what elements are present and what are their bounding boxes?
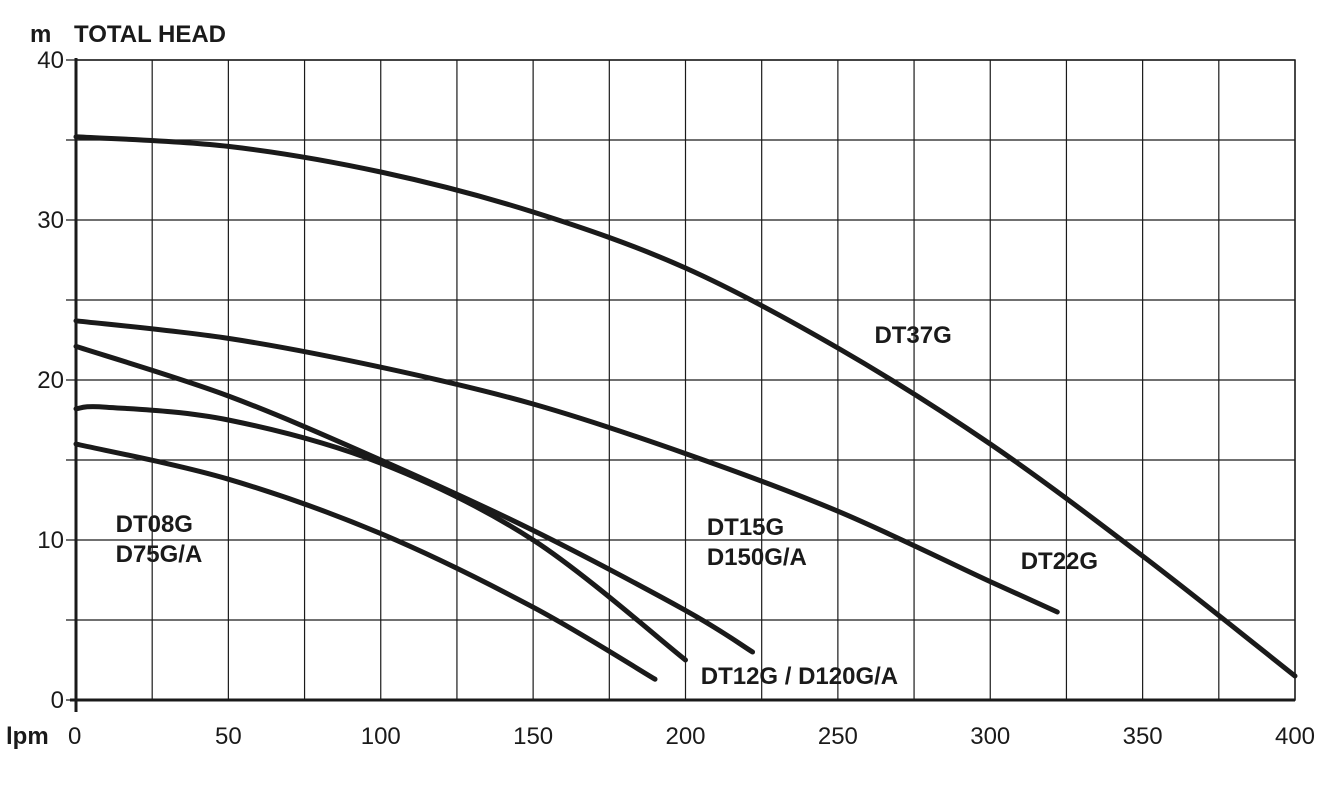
curve-dt37g — [73, 134, 1298, 679]
x-unit-label: lpm — [6, 723, 49, 750]
x-tick-label: 0 — [68, 723, 81, 750]
curve-dt15g — [73, 343, 756, 655]
curve-dt08g — [73, 441, 658, 682]
y-tick-label: 20 — [37, 367, 64, 394]
series-label: DT08G — [116, 511, 193, 538]
curve-dt12g — [73, 404, 688, 663]
curves-layer — [73, 134, 1298, 682]
y-tick-label: 40 — [37, 47, 64, 74]
series-label: DT37G — [874, 322, 951, 349]
x-tick-label: 300 — [970, 723, 1010, 750]
series-label: DT22G — [1021, 548, 1098, 575]
curve-dt22g — [73, 318, 1060, 615]
y-unit-label: m — [30, 21, 51, 48]
series-label: DT12G / D120G/A — [701, 663, 898, 690]
x-tick-label: 150 — [513, 723, 553, 750]
y-tick-label: 30 — [37, 207, 64, 234]
x-tick-label: 250 — [818, 723, 858, 750]
series-label: D75G/A — [116, 541, 203, 568]
chart-title: TOTAL HEAD — [74, 21, 226, 48]
x-tick-label: 50 — [215, 723, 242, 750]
y-tick-label: 10 — [37, 527, 64, 554]
x-tick-label: 100 — [361, 723, 401, 750]
labels-layer: DT37G DT22G DT15G D150G/A DT12G / D120G/A DT0… — [116, 322, 1098, 690]
x-tick-label: 200 — [665, 723, 705, 750]
series-label: DT15G — [707, 514, 784, 541]
x-tick-label: 350 — [1123, 723, 1163, 750]
grid-layer — [66, 59, 1296, 701]
y-tick-label: 0 — [51, 687, 64, 714]
series-label: D150G/A — [707, 544, 807, 571]
x-tick-label: 400 — [1275, 723, 1315, 750]
